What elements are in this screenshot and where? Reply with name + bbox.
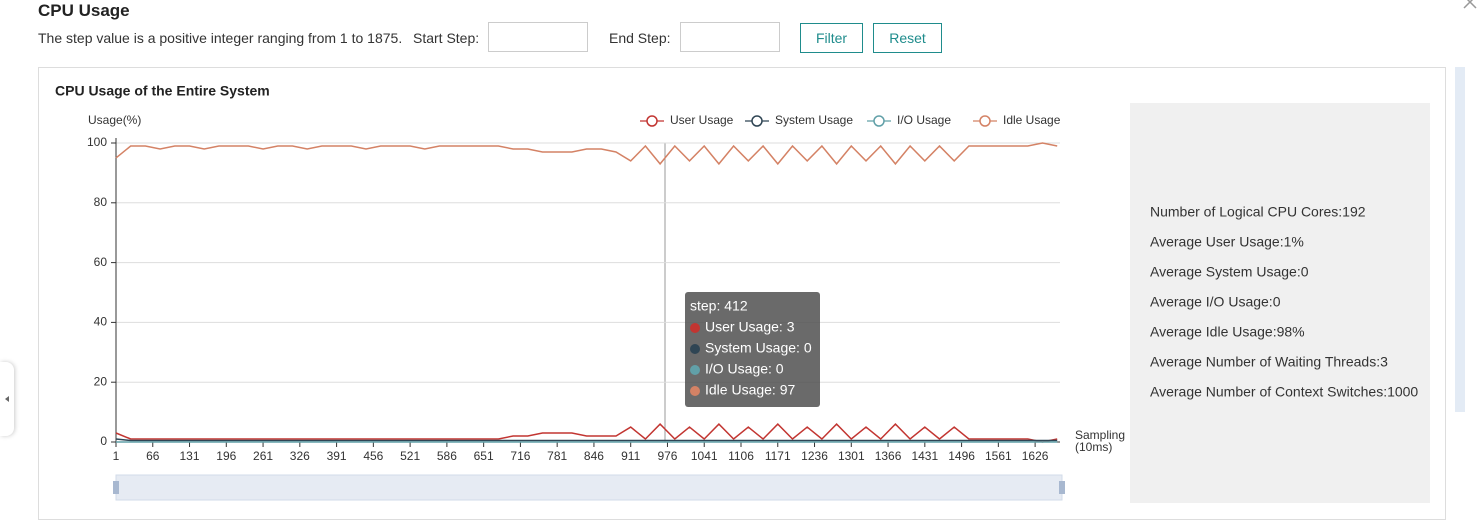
start-input[interactable]: [488, 22, 588, 52]
series-line: [115, 423, 1058, 443]
legend-label: I/O Usage: [897, 113, 951, 127]
tooltip: step: 412 User Usage: 3 System Usage: 0 I/…: [685, 292, 820, 407]
x-tick-label: 456: [363, 449, 383, 463]
stat-line: Average System Usage:0: [1150, 264, 1309, 280]
reset-button[interactable]: Reset: [873, 23, 942, 53]
stat-line: Average I/O Usage:0: [1150, 294, 1281, 310]
x-tick-label: 1626: [1022, 449, 1049, 463]
stat-line: Average Number of Context Switches:1000: [1150, 384, 1418, 400]
zoom-handle[interactable]: [1059, 481, 1065, 494]
end-label: End Step:: [609, 30, 671, 46]
x-tick-label: 1496: [948, 449, 975, 463]
x-axis-label: Sampling: [1075, 428, 1125, 442]
x-tick-label: 846: [584, 449, 604, 463]
filter-button[interactable]: Filter: [800, 23, 863, 53]
end-input[interactable]: [680, 22, 780, 52]
stat-line: Number of Logical CPU Cores:192: [1150, 204, 1366, 220]
y-axis-label: Usage(%): [88, 113, 141, 127]
x-tick-label: 1236: [801, 449, 828, 463]
stat-line: Average Number of Waiting Threads:3: [1150, 354, 1388, 370]
chart-title: CPU Usage of the Entire System: [55, 83, 270, 99]
x-tick-label: 781: [547, 449, 567, 463]
y-tick-label: 80: [94, 195, 108, 209]
x-tick-label: 911: [621, 449, 640, 463]
x-tick-label: 716: [510, 449, 530, 463]
start-label: Start Step:: [413, 30, 480, 46]
tooltip-dot: [690, 344, 700, 354]
tooltip-dot: [690, 365, 700, 375]
zoom-handle[interactable]: [113, 481, 119, 494]
y-tick-label: 0: [100, 434, 107, 448]
x-tick-label: 391: [327, 449, 347, 463]
x-tick-label: 1041: [691, 449, 718, 463]
tooltip-dot: [690, 323, 700, 333]
legend-label: User Usage: [670, 113, 734, 127]
legend-marker: [979, 115, 991, 127]
legend-label: Idle Usage: [1003, 113, 1061, 127]
y-tick-label: 40: [94, 315, 108, 329]
tooltip-row: System Usage: 0: [705, 340, 812, 356]
description: The step value is a positive integer ran…: [38, 30, 403, 46]
y-tick-label: 20: [94, 374, 108, 388]
tooltip-title: step: 412: [690, 298, 748, 314]
legend-marker: [751, 115, 763, 127]
legend-label: System Usage: [775, 113, 853, 127]
stats-panel: [1130, 103, 1430, 503]
x-tick-label: 261: [253, 449, 273, 463]
legend-marker: [873, 115, 885, 127]
stat-line: Average Idle Usage:98%: [1150, 324, 1305, 340]
x-tick-label: 1431: [911, 449, 938, 463]
series-line: [115, 142, 1058, 166]
chart-panel: [38, 67, 1446, 520]
x-tick-label: 1366: [875, 449, 902, 463]
x-tick-label: 66: [146, 449, 160, 463]
y-tick-label: 60: [94, 255, 108, 269]
series-line: [115, 438, 1058, 442]
tooltip-row: Idle Usage: 97: [705, 382, 795, 398]
scrollbar[interactable]: [1455, 67, 1465, 412]
x-axis-label: (10ms): [1075, 440, 1112, 454]
x-tick-label: 1106: [728, 449, 754, 463]
page-title: CPU Usage: [38, 1, 130, 20]
x-tick-label: 651: [474, 449, 494, 463]
x-tick-label: 976: [657, 449, 677, 463]
legend-marker: [646, 115, 658, 127]
x-tick-label: 586: [437, 449, 457, 463]
y-tick-label: 100: [87, 135, 107, 149]
x-tick-label: 1301: [838, 449, 865, 463]
tooltip-dot: [690, 386, 700, 396]
x-tick-label: 131: [180, 449, 200, 463]
x-tick-label: 1: [113, 449, 120, 463]
zoom-slider[interactable]: [115, 474, 1063, 501]
x-tick-label: 1171: [765, 449, 791, 463]
x-tick-label: 1561: [985, 449, 1012, 463]
close-icon[interactable]: [1460, 0, 1480, 14]
tooltip-row: User Usage: 3: [705, 319, 795, 335]
tooltip-box: [685, 292, 820, 407]
tooltip-row: I/O Usage: 0: [705, 361, 784, 377]
x-tick-label: 521: [400, 449, 420, 463]
x-tick-label: 326: [290, 449, 310, 463]
stat-line: Average User Usage:1%: [1150, 234, 1304, 250]
side-tab[interactable]: [0, 362, 14, 436]
x-tick-label: 196: [216, 449, 236, 463]
